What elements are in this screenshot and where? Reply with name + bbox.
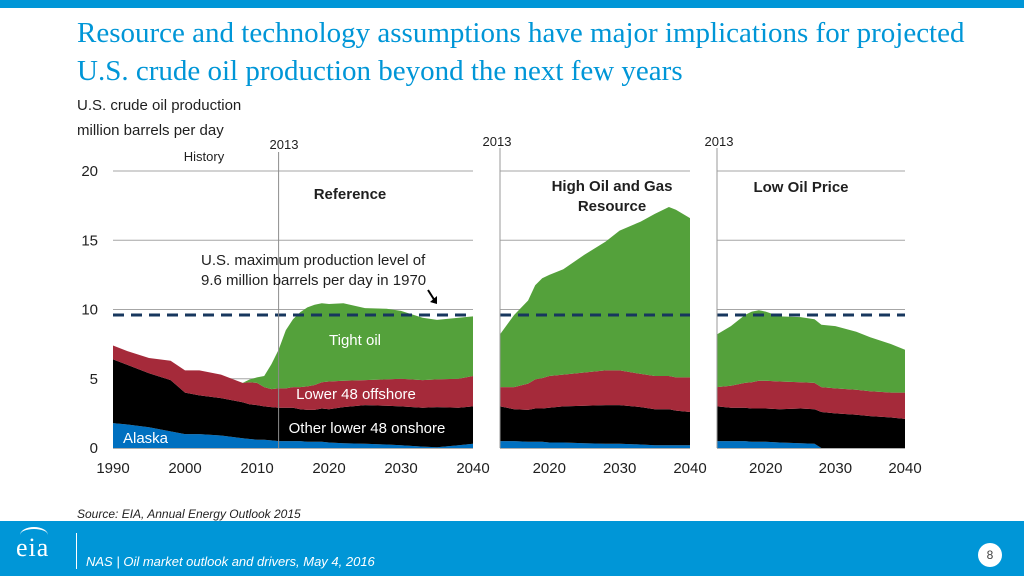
area-onshore-panel-2 <box>500 405 690 446</box>
footer-divider <box>76 533 77 569</box>
area-offshore-panel-2 <box>500 370 690 412</box>
chart-subtitle-line1: U.S. crude oil production <box>77 97 242 114</box>
x-tick-label: 2040 <box>456 460 489 477</box>
oil-production-chart: 0 5 10 15 20 1990 2000 2010 2020 2030 2040 2020 2030… <box>81 134 921 477</box>
x-tick-label: 2030 <box>603 460 636 477</box>
x-tick-label: 2040 <box>888 460 921 477</box>
area-onshore-panel-1 <box>113 359 473 448</box>
x-tick-label: 2020 <box>749 460 782 477</box>
area-alaska-panel-3 <box>717 441 905 448</box>
history-label: History <box>184 149 225 164</box>
slide-title: Resource and technology assumptions have… <box>77 17 965 87</box>
max-production-annotation: U.S. maximum production level of <box>201 252 426 269</box>
series-label-tight-oil: Tight oil <box>329 332 381 349</box>
eia-logo: eia <box>16 533 50 562</box>
year-2013-label: 2013 <box>270 137 299 152</box>
chart-subtitle-units: million barrels per day <box>77 122 224 139</box>
footer-text: NAS | Oil market outlook and drivers, Ma… <box>86 554 375 569</box>
panel-title-high-resource: High Oil and Gas <box>552 178 673 195</box>
area-alaska-panel-1 <box>113 423 473 448</box>
eia-logo-arc <box>20 527 48 543</box>
x-tick-label: 2040 <box>673 460 706 477</box>
page-number: 8 <box>978 543 1002 567</box>
series-label-lower48-offshore: Lower 48 offshore <box>296 386 416 403</box>
area-tight-panel-1 <box>113 303 473 390</box>
x-tick-label: 2030 <box>819 460 852 477</box>
x-tick-label: 1990 <box>96 460 129 477</box>
year-2013-label: 2013 <box>483 134 512 149</box>
area-offshore-panel-3 <box>717 380 905 419</box>
max-production-annotation: 9.6 million barrels per day in 1970 <box>201 272 426 289</box>
y-tick-label: 10 <box>81 302 98 319</box>
x-tick-label: 2000 <box>168 460 201 477</box>
y-tick-label: 15 <box>81 232 98 249</box>
area-onshore-panel-3 <box>717 406 905 448</box>
year-2013-label: 2013 <box>705 134 734 149</box>
top-accent-bar <box>0 0 1024 8</box>
x-tick-label: 2020 <box>312 460 345 477</box>
y-tick-label: 5 <box>90 371 98 388</box>
area-tight-panel-2 <box>500 207 690 388</box>
panel-title-low-price: Low Oil Price <box>753 179 848 196</box>
y-tick-label: 20 <box>81 163 98 180</box>
x-tick-label: 2020 <box>533 460 566 477</box>
y-tick-label: 0 <box>90 440 98 457</box>
panel-title-high-resource: Resource <box>578 198 646 215</box>
area-offshore-panel-1 <box>113 345 473 410</box>
x-tick-label: 2010 <box>240 460 273 477</box>
footer-bar <box>0 521 1024 576</box>
series-label-alaska: Alaska <box>123 430 169 447</box>
x-tick-label: 2030 <box>384 460 417 477</box>
panel-title-reference: Reference <box>314 186 387 203</box>
source-note: Source: EIA, Annual Energy Outlook 2015 <box>77 507 301 521</box>
series-label-other-onshore: Other lower 48 onshore <box>289 420 446 437</box>
area-alaska-panel-2 <box>500 441 690 448</box>
annotation-arrowhead-icon <box>430 296 437 304</box>
area-tight-panel-3 <box>717 310 905 393</box>
